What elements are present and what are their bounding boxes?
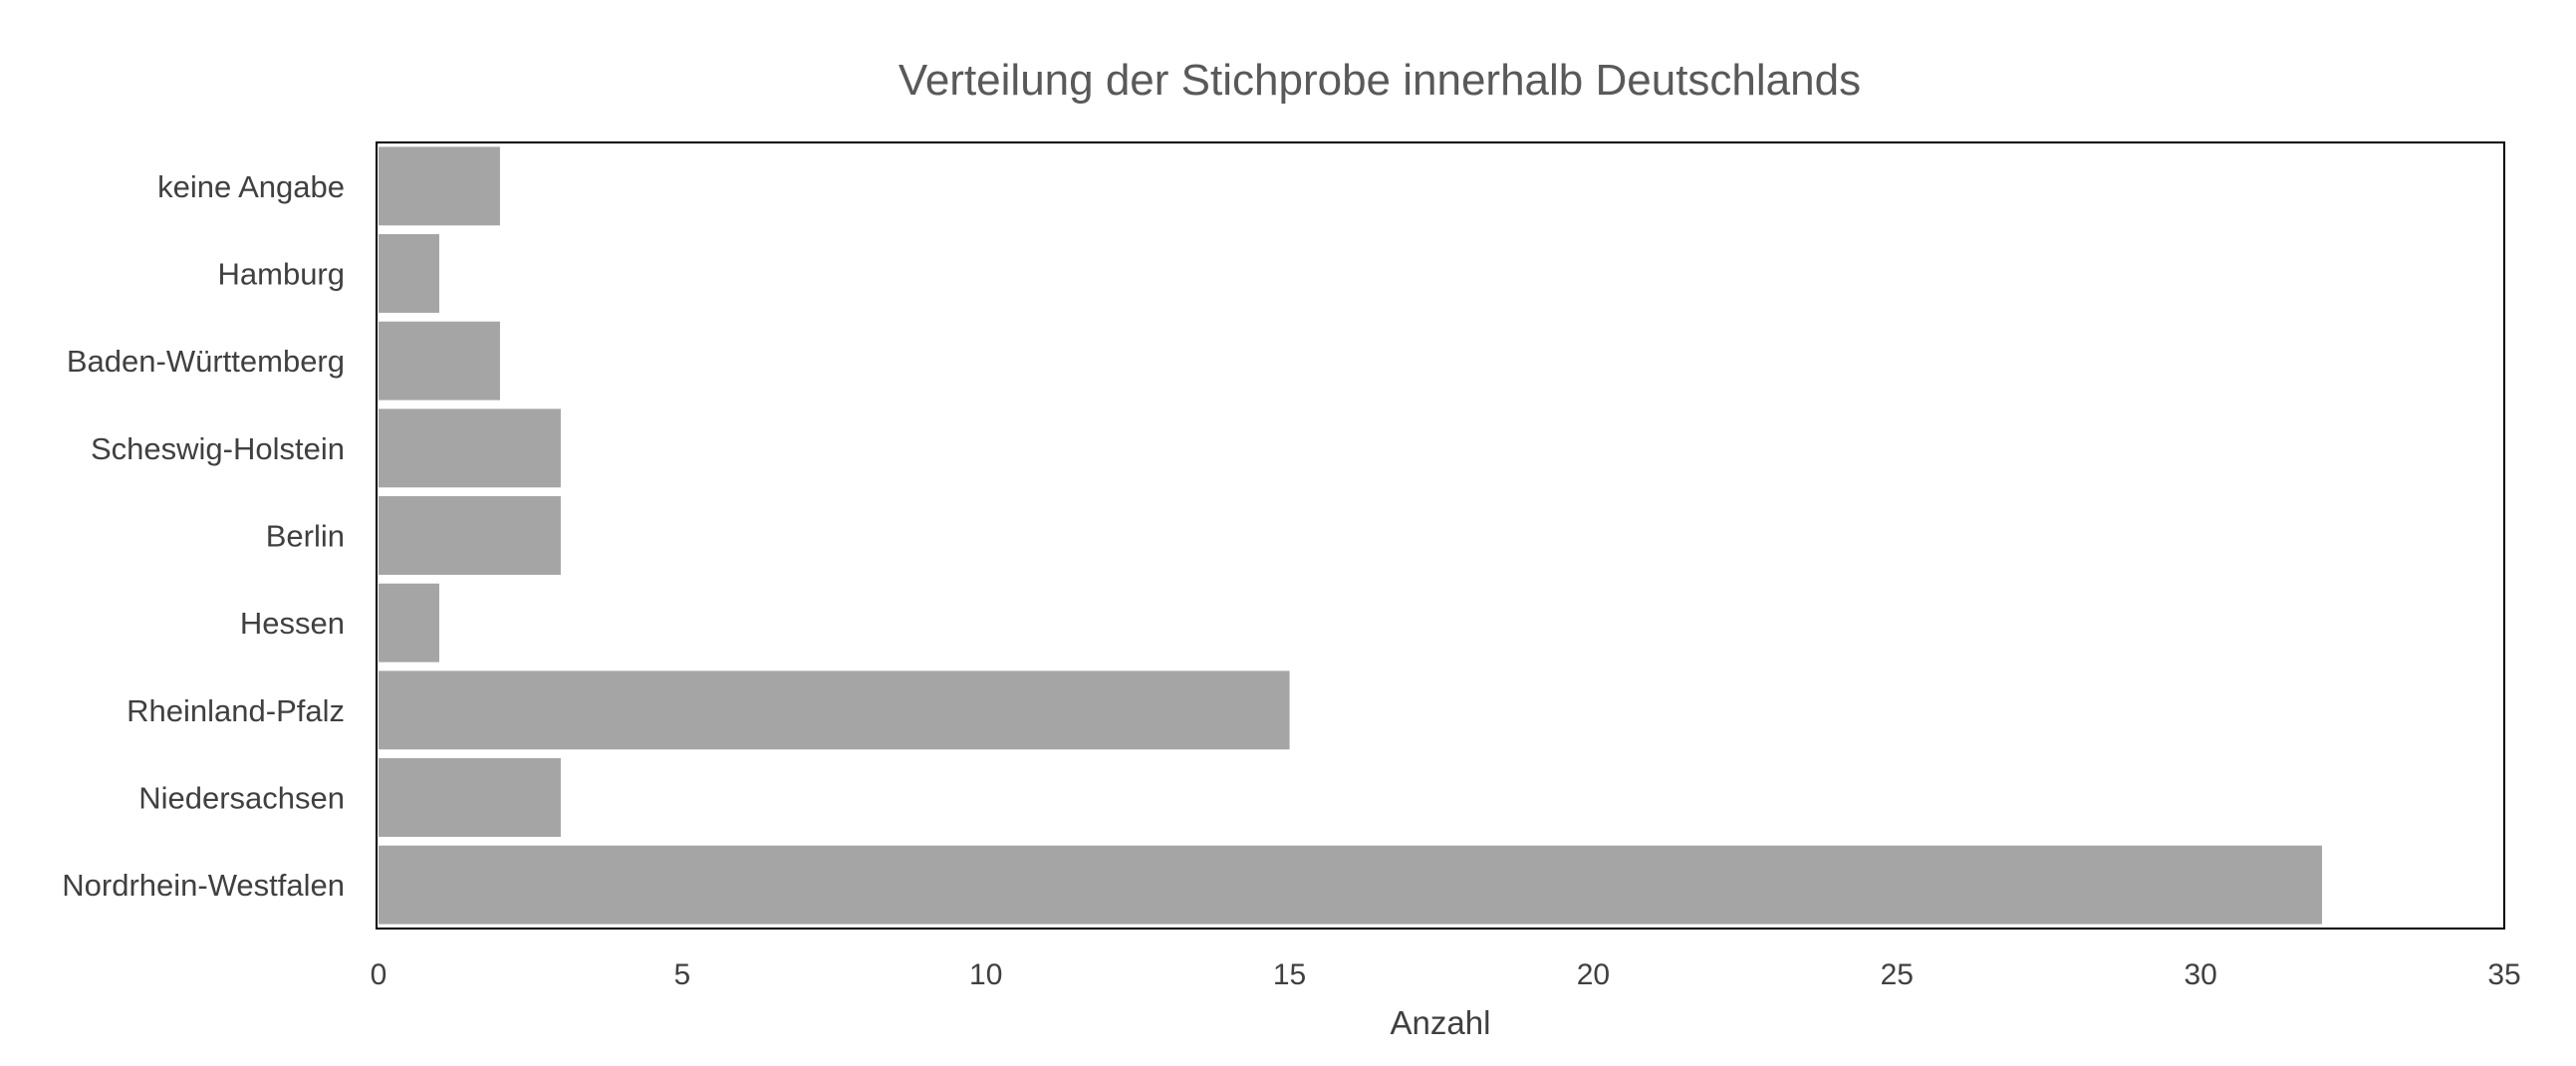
bar [379,496,561,575]
category-label: Baden-Württemberg [67,344,345,379]
x-tick-label: 30 [2184,958,2216,991]
x-axis-title: Anzahl [1391,1004,1491,1041]
category-label: keine Angabe [157,169,345,204]
bar [379,670,1290,750]
x-tick-label: 15 [1273,958,1306,991]
x-tick-label: 35 [2487,958,2520,991]
bar [379,845,2323,925]
category-label: Hamburg [218,257,346,292]
category-label: Scheswig-Holstein [91,431,345,466]
category-label: Nordrhein-Westfalen [62,868,345,903]
x-tick-label: 5 [674,958,691,991]
chart-title: Verteilung der Stichprobe innerhalb Deut… [899,56,1861,105]
bar [379,408,561,488]
x-tick-label: 10 [969,958,1002,991]
x-tick-labels: 0 5 10 15 20 25 30 35 [371,958,2521,991]
bar [379,321,500,400]
x-tick-label: 25 [1881,958,1914,991]
bar [379,146,500,226]
category-label: Berlin [266,519,345,554]
category-label: Rheinland-Pfalz [127,693,345,728]
x-tick-label: 0 [371,958,387,991]
category-label: Hessen [240,606,345,641]
bar [379,583,439,663]
plot-frame [376,141,2505,930]
category-label: Niedersachsen [138,781,345,816]
x-tick-label: 20 [1577,958,1610,991]
bars-group [379,146,2323,925]
bar [379,234,439,313]
bar [379,758,561,837]
category-labels: keine Angabe Hamburg Baden-Württemberg Sche… [62,169,345,903]
